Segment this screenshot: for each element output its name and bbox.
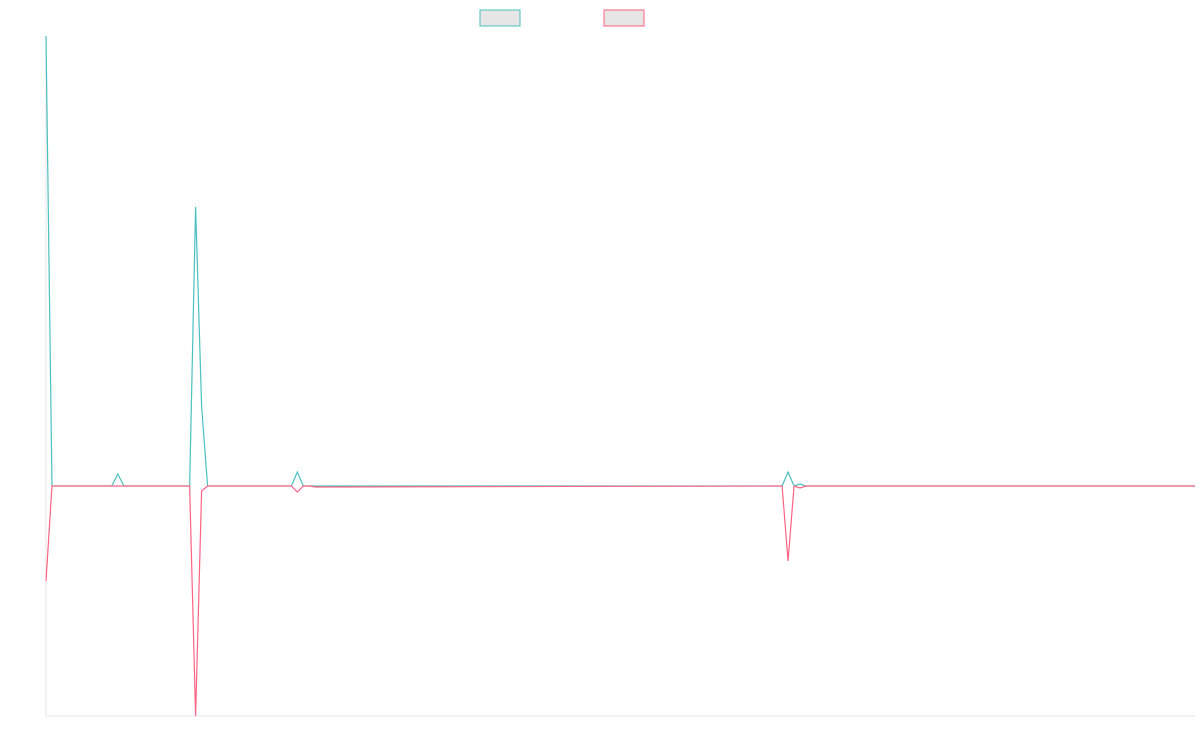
legend-swatch — [479, 9, 521, 27]
legend — [479, 9, 645, 27]
legend-swatch — [603, 9, 645, 27]
plot-area — [45, 35, 1195, 717]
series-line — [45, 35, 1195, 487]
series-line — [45, 485, 1195, 717]
